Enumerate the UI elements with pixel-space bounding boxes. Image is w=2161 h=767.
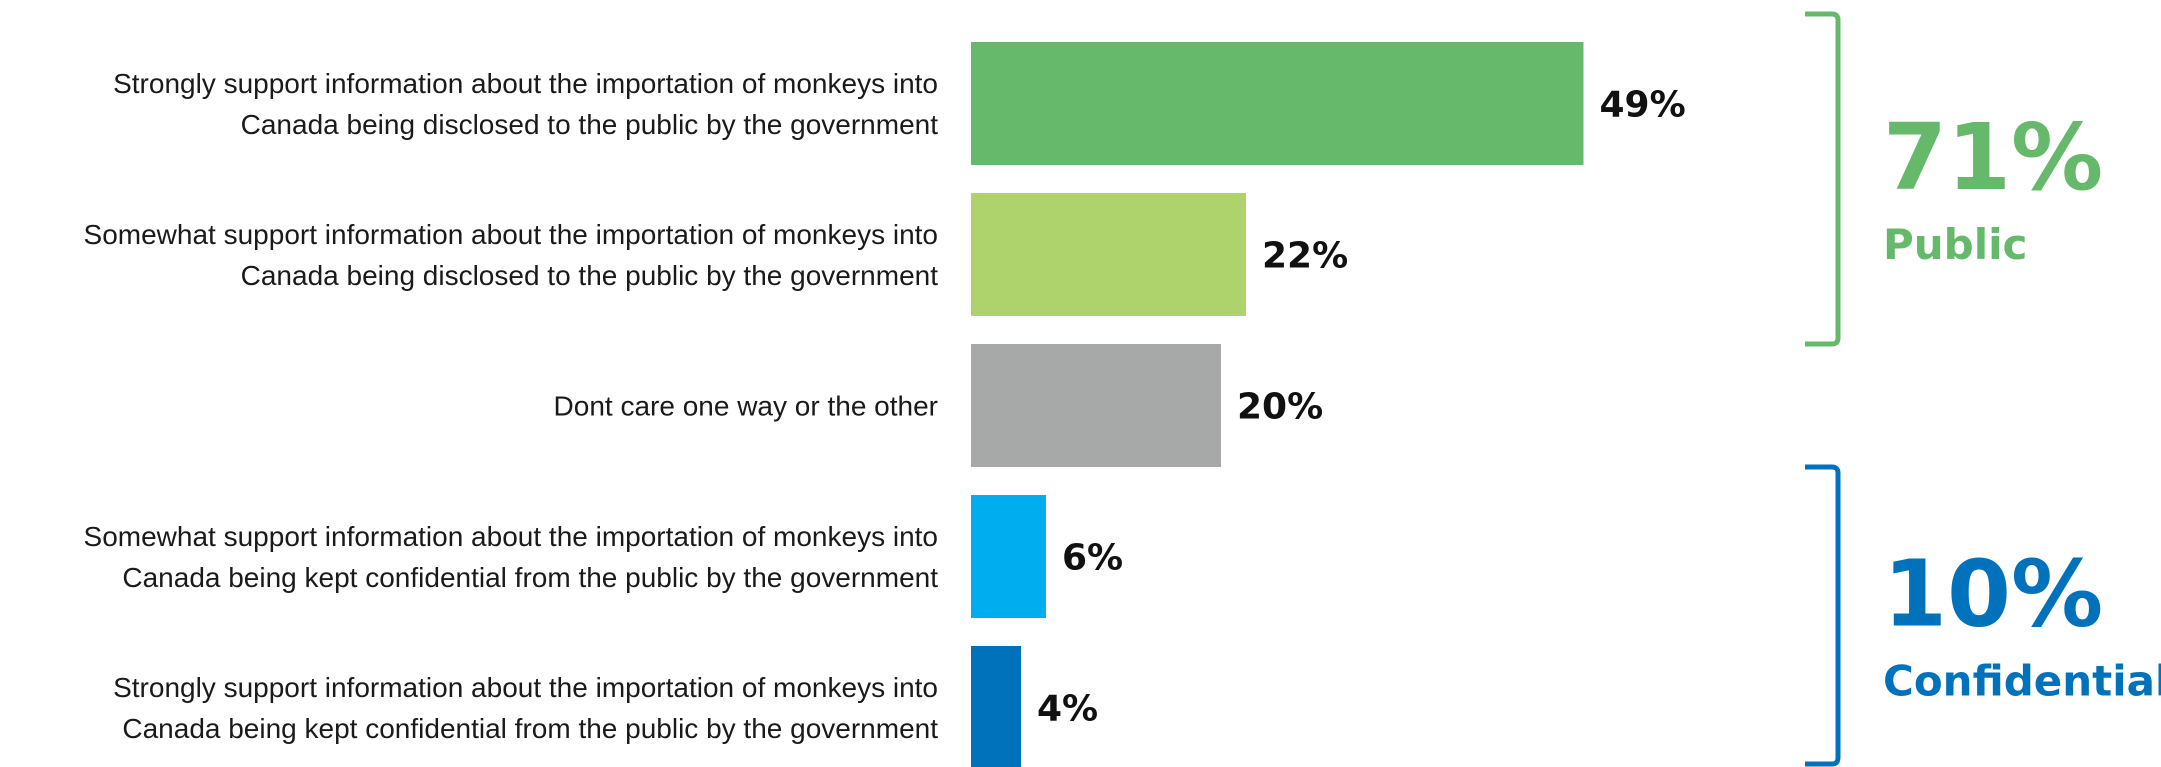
bar-5 bbox=[971, 646, 1021, 767]
category-label-2-line-1: Somewhat support information about the i… bbox=[84, 219, 938, 250]
category-label-4-line-2: Canada being kept confidential from the … bbox=[122, 562, 938, 593]
category-label-3-line-1: Dont care one way or the other bbox=[554, 391, 938, 422]
group-bracket-public bbox=[1805, 11, 1841, 347]
group-value-confidential: 10% bbox=[1883, 541, 2103, 648]
value-label-5: 4% bbox=[1037, 689, 1098, 730]
group-bracket-confidential bbox=[1805, 464, 1841, 767]
value-label-2: 22% bbox=[1262, 236, 1348, 277]
value-label-1: 49% bbox=[1600, 85, 1686, 126]
category-label-5-line-2: Canada being kept confidential from the … bbox=[122, 713, 938, 744]
value-label-4: 6% bbox=[1062, 538, 1123, 579]
bar-2 bbox=[971, 193, 1246, 316]
bar-4 bbox=[971, 495, 1046, 618]
group-label-confidential: Confidential bbox=[1883, 657, 2161, 706]
bar-1 bbox=[971, 42, 1584, 165]
category-label-1-line-2: Canada being disclosed to the public by … bbox=[241, 109, 939, 140]
bar-3 bbox=[971, 344, 1221, 467]
group-value-public: 71% bbox=[1883, 104, 2103, 211]
category-label-1-line-1: Strongly support information about the i… bbox=[113, 68, 938, 99]
category-label-4-line-1: Somewhat support information about the i… bbox=[84, 521, 938, 552]
category-label-5-line-1: Strongly support information about the i… bbox=[113, 672, 938, 703]
group-label-public: Public bbox=[1883, 220, 2027, 269]
value-label-3: 20% bbox=[1237, 387, 1323, 428]
category-label-2-line-2: Canada being disclosed to the public by … bbox=[241, 260, 939, 291]
